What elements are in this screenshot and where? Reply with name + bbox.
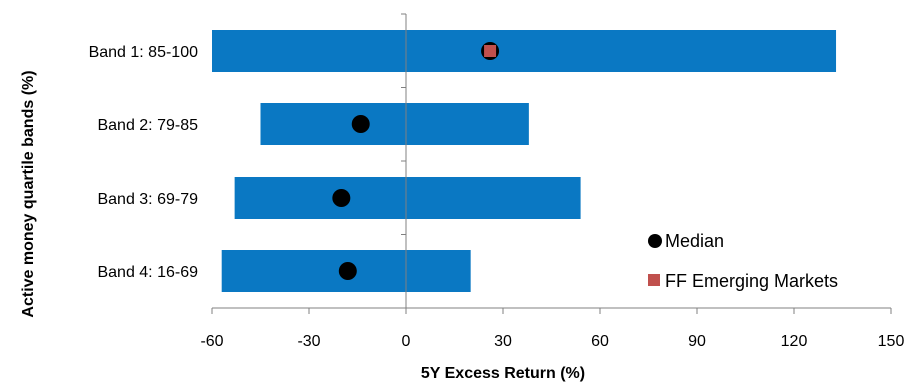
category-label: Band 4: 16-69 [97, 264, 198, 281]
labels-layer: -60 -30 0 30 60 90 120 150 Band 1: 85-100 Band 2:… [89, 44, 905, 350]
legend: Median FF Emerging Markets [648, 231, 838, 291]
range-bar-band-1 [212, 30, 837, 72]
x-tick-label: 60 [591, 333, 609, 350]
x-tick-label: 30 [494, 333, 512, 350]
legend-median-label: Median [665, 231, 724, 251]
axes-layer [211, 13, 892, 314]
legend-median-marker [648, 234, 662, 248]
x-tick-label: 90 [688, 333, 706, 350]
range-bar-band-2 [260, 103, 529, 145]
median-point-band-2 [351, 115, 370, 133]
category-label: Band 2: 79-85 [97, 117, 198, 134]
y-axis-title: Active money quartile bands (%) [20, 70, 37, 317]
x-tick-label: -60 [200, 333, 223, 350]
x-tick-label: -30 [297, 333, 320, 350]
x-tick-label: 120 [781, 333, 808, 350]
legend-ff-label: FF Emerging Markets [665, 271, 838, 291]
category-label: Band 3: 69-79 [97, 191, 198, 208]
bars-layer [212, 30, 837, 292]
legend-ff-marker [648, 274, 660, 286]
category-label: Band 1: 85-100 [89, 44, 199, 61]
median-point-band-3 [332, 189, 351, 207]
range-bar-band-3 [234, 177, 581, 219]
x-tick-label: 150 [878, 333, 905, 350]
points-layer [332, 42, 500, 280]
x-tick-label: 0 [402, 333, 411, 350]
ff-emerging-markets-point-band-1 [484, 45, 497, 57]
median-point-band-4 [338, 262, 357, 280]
x-axis-title: 5Y Excess Return (%) [421, 365, 585, 382]
